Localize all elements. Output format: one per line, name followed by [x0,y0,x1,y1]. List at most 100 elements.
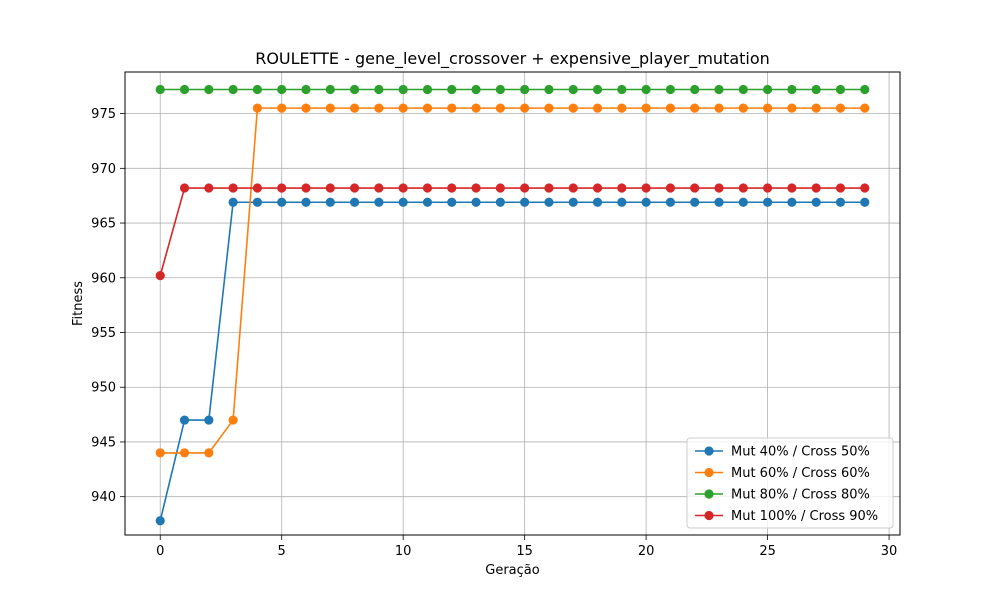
data-point [228,197,238,207]
data-point [349,183,360,193]
data-point [714,197,724,207]
data-point [665,103,676,113]
data-point [835,197,846,207]
legend-item: Mut 40% / Cross 50% [695,445,870,460]
data-point [252,103,263,113]
data-point [738,183,748,193]
data-point [447,103,457,113]
data-point [690,183,700,193]
data-point [374,197,384,207]
data-point [860,103,870,113]
data-point [641,183,651,193]
data-point [787,84,797,95]
data-point [835,103,846,113]
data-point [495,197,505,207]
x-tick-label: 0 [156,544,164,559]
series-4 [155,183,870,281]
data-point [738,84,748,95]
data-point [592,84,603,95]
data-point [398,84,408,95]
data-point [738,103,748,113]
data-point [301,103,311,113]
data-point [349,103,360,113]
data-point [641,197,651,207]
data-point [860,197,870,207]
data-point [155,448,165,458]
data-point [811,197,821,207]
data-point [301,183,311,193]
data-point [471,84,481,95]
legend-label: Mut 80% / Cross 80% [731,488,870,503]
x-tick-label: 15 [516,544,533,559]
data-point [641,103,651,113]
legend-label: Mut 100% / Cross 90% [731,509,878,524]
data-point [398,103,408,113]
data-point [835,84,846,95]
x-tick-label: 30 [881,544,898,559]
data-point [204,415,214,425]
data-point [520,197,530,207]
data-point [374,103,384,113]
data-point [495,183,505,193]
data-point [422,183,433,193]
data-point [447,84,457,95]
data-point [495,103,505,113]
y-axis: 940 945 950 955 960 965 970 975 [91,107,125,505]
data-point [544,197,554,207]
data-point [495,84,505,95]
data-point [155,516,165,526]
data-point [568,103,578,113]
data-point [617,183,627,193]
data-point [374,84,384,95]
data-point [155,84,165,95]
data-point [325,84,335,95]
data-point [447,197,457,207]
y-tick-label: 965 [91,217,116,232]
y-tick-label: 970 [91,162,116,177]
data-point [325,183,335,193]
data-point [617,197,627,207]
data-point [568,84,578,95]
data-point [471,183,481,193]
data-point [787,197,797,207]
chart-title: ROULETTE - gene_level_crossover + expens… [255,49,770,69]
data-point [568,197,578,207]
x-axis: 0 5 10 15 20 25 30 [156,535,897,559]
data-point [641,84,651,95]
data-point [422,103,433,113]
data-point [690,103,700,113]
data-point [228,183,238,193]
data-point [228,415,238,425]
data-point [204,183,214,193]
data-point [544,84,554,95]
data-point [714,103,724,113]
data-point [277,84,287,95]
data-point [690,197,700,207]
data-point [835,183,846,193]
y-tick-label: 960 [91,271,116,286]
data-point [228,84,238,95]
data-point [617,103,627,113]
data-point [252,183,263,193]
data-point [301,84,311,95]
data-point [179,415,190,425]
series-1 [155,197,870,526]
data-point [520,183,530,193]
data-point [179,448,190,458]
data-point [252,197,263,207]
data-point [204,448,214,458]
data-point [349,84,360,95]
series-layer [155,84,870,526]
data-point [398,183,408,193]
data-point [301,197,311,207]
data-point [617,84,627,95]
data-point [568,183,578,193]
legend-marker [704,510,714,521]
plot-frame [124,71,901,536]
data-point [325,197,335,207]
data-point [325,103,335,113]
data-point [811,84,821,95]
data-point [690,84,700,95]
x-tick-label: 20 [638,544,655,559]
